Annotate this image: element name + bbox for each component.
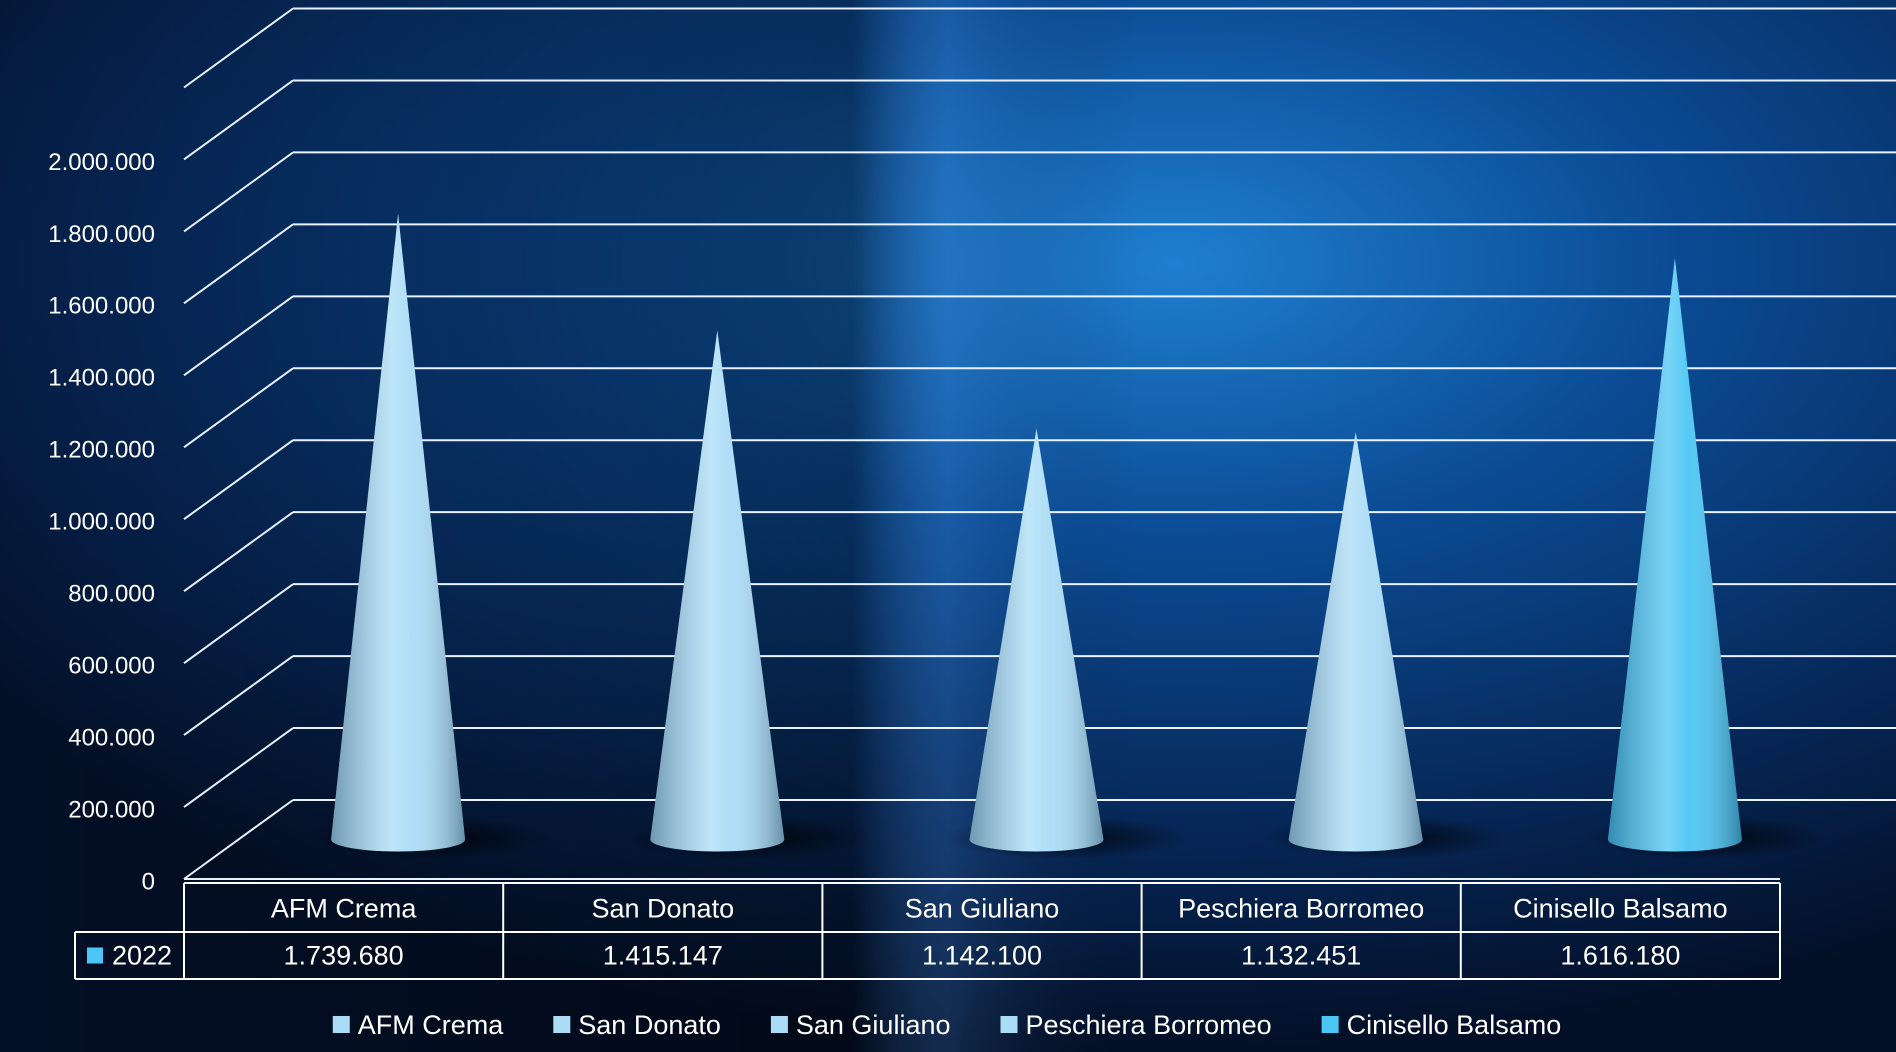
grid-diagonal [183, 799, 294, 880]
cone-shade [1288, 432, 1423, 852]
y-tick-label: 600.000 [68, 652, 155, 679]
y-tick-label: 400.000 [68, 724, 155, 751]
grid-diagonal [183, 367, 294, 449]
cone-shade [331, 213, 466, 852]
series-swatch [87, 947, 103, 964]
value-label: 1.739.680 [284, 941, 404, 971]
value-label: 1.132.451 [1241, 941, 1361, 971]
wall-top-diagonal [183, 7, 294, 89]
category-label: AFM Crema [271, 894, 417, 924]
y-tick-label: 200.000 [68, 796, 155, 823]
y-tick-label: 1.200.000 [48, 437, 155, 464]
y-tick-label: 2.000.000 [48, 149, 155, 176]
value-label: 1.616.180 [1560, 941, 1680, 971]
grid-diagonal [183, 439, 294, 521]
category-label: San Giuliano [905, 894, 1060, 924]
value-label: 1.415.147 [603, 941, 723, 971]
y-tick-label: 1.000.000 [48, 509, 155, 536]
grid-diagonal [183, 295, 294, 377]
legend-label: San Donato [578, 1010, 721, 1040]
value-label: 1.142.100 [922, 941, 1042, 971]
cone-shade [650, 330, 785, 852]
category-label: San Donato [591, 894, 734, 924]
y-tick-label: 800.000 [68, 581, 155, 608]
grid-diagonal [183, 655, 294, 736]
cone-shade [969, 428, 1104, 852]
series-name: 2022 [112, 941, 172, 971]
grid-diagonal [183, 223, 294, 305]
grid-diagonal [183, 511, 294, 592]
legend-swatch [553, 1016, 571, 1033]
grid-diagonal [183, 727, 294, 808]
category-label: Peschiera Borromeo [1178, 894, 1424, 924]
y-tick-label: 1.400.000 [48, 365, 155, 392]
grid-diagonal [183, 151, 294, 233]
legend-swatch [332, 1016, 350, 1033]
legend-swatch [1000, 1016, 1018, 1033]
cone-shade [1607, 258, 1742, 852]
category-label: Cinisello Balsamo [1513, 894, 1728, 924]
legend-label: AFM Crema [358, 1010, 504, 1040]
legend-label: San Giuliano [796, 1010, 951, 1040]
y-tick-label: 0 [142, 868, 155, 895]
legend-label: Cinisello Balsamo [1347, 1010, 1562, 1040]
legend-swatch [1321, 1016, 1339, 1033]
legend-swatch [770, 1016, 788, 1033]
y-tick-label: 1.600.000 [48, 293, 155, 320]
y-tick-label: 1.800.000 [48, 221, 155, 248]
grid-diagonal [183, 583, 294, 664]
grid-diagonal [183, 79, 294, 161]
legend-label: Peschiera Borromeo [1026, 1010, 1272, 1040]
